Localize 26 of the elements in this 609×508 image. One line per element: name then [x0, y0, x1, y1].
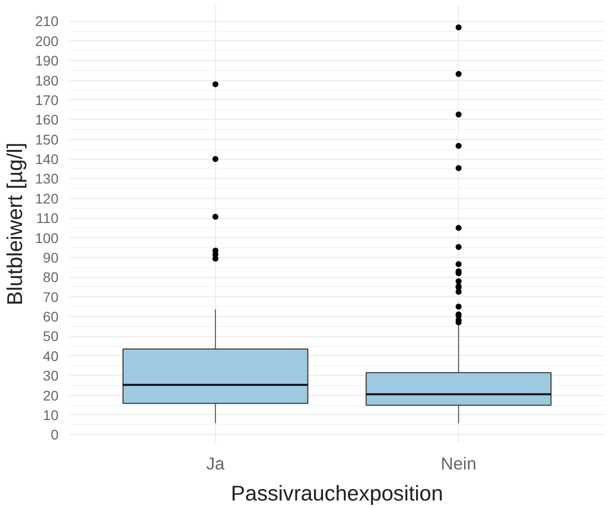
y-tick-label: 170 [35, 92, 59, 108]
y-tick-label: 140 [35, 151, 59, 168]
y-tick-label: 70 [42, 288, 59, 305]
x-axis-title: Passivrauchexposition [230, 482, 444, 506]
y-tick-label: 150 [35, 131, 59, 148]
y-tick-label: 110 [36, 210, 59, 226]
y-tick-label: 210 [35, 13, 59, 30]
y-tick-label: 180 [35, 72, 59, 88]
y-tick-label: 80 [42, 269, 59, 286]
x-tick-label: Nein [440, 454, 476, 474]
y-tick-label: 40 [42, 348, 59, 364]
y-tick-label: 190 [35, 52, 59, 69]
y-tick-label: 50 [42, 328, 59, 344]
y-tick-label: 90 [42, 249, 59, 266]
x-tick-label: Ja [206, 454, 225, 474]
y-tick-label: 60 [42, 308, 59, 325]
y-tick-label: 20 [42, 387, 59, 404]
y-tick-label: 130 [35, 170, 59, 187]
y-tick-label: 100 [35, 230, 59, 246]
y-tick-label: 10 [42, 406, 59, 423]
y-tick-label: 30 [42, 368, 59, 384]
y-tick-label: 0 [50, 426, 59, 443]
y-tick-label: 120 [35, 190, 59, 206]
y-tick-label: 160 [35, 112, 59, 128]
y-axis-title: Blutbleiwert [µg/l] [3, 142, 28, 306]
y-tick-label: 200 [35, 32, 59, 49]
